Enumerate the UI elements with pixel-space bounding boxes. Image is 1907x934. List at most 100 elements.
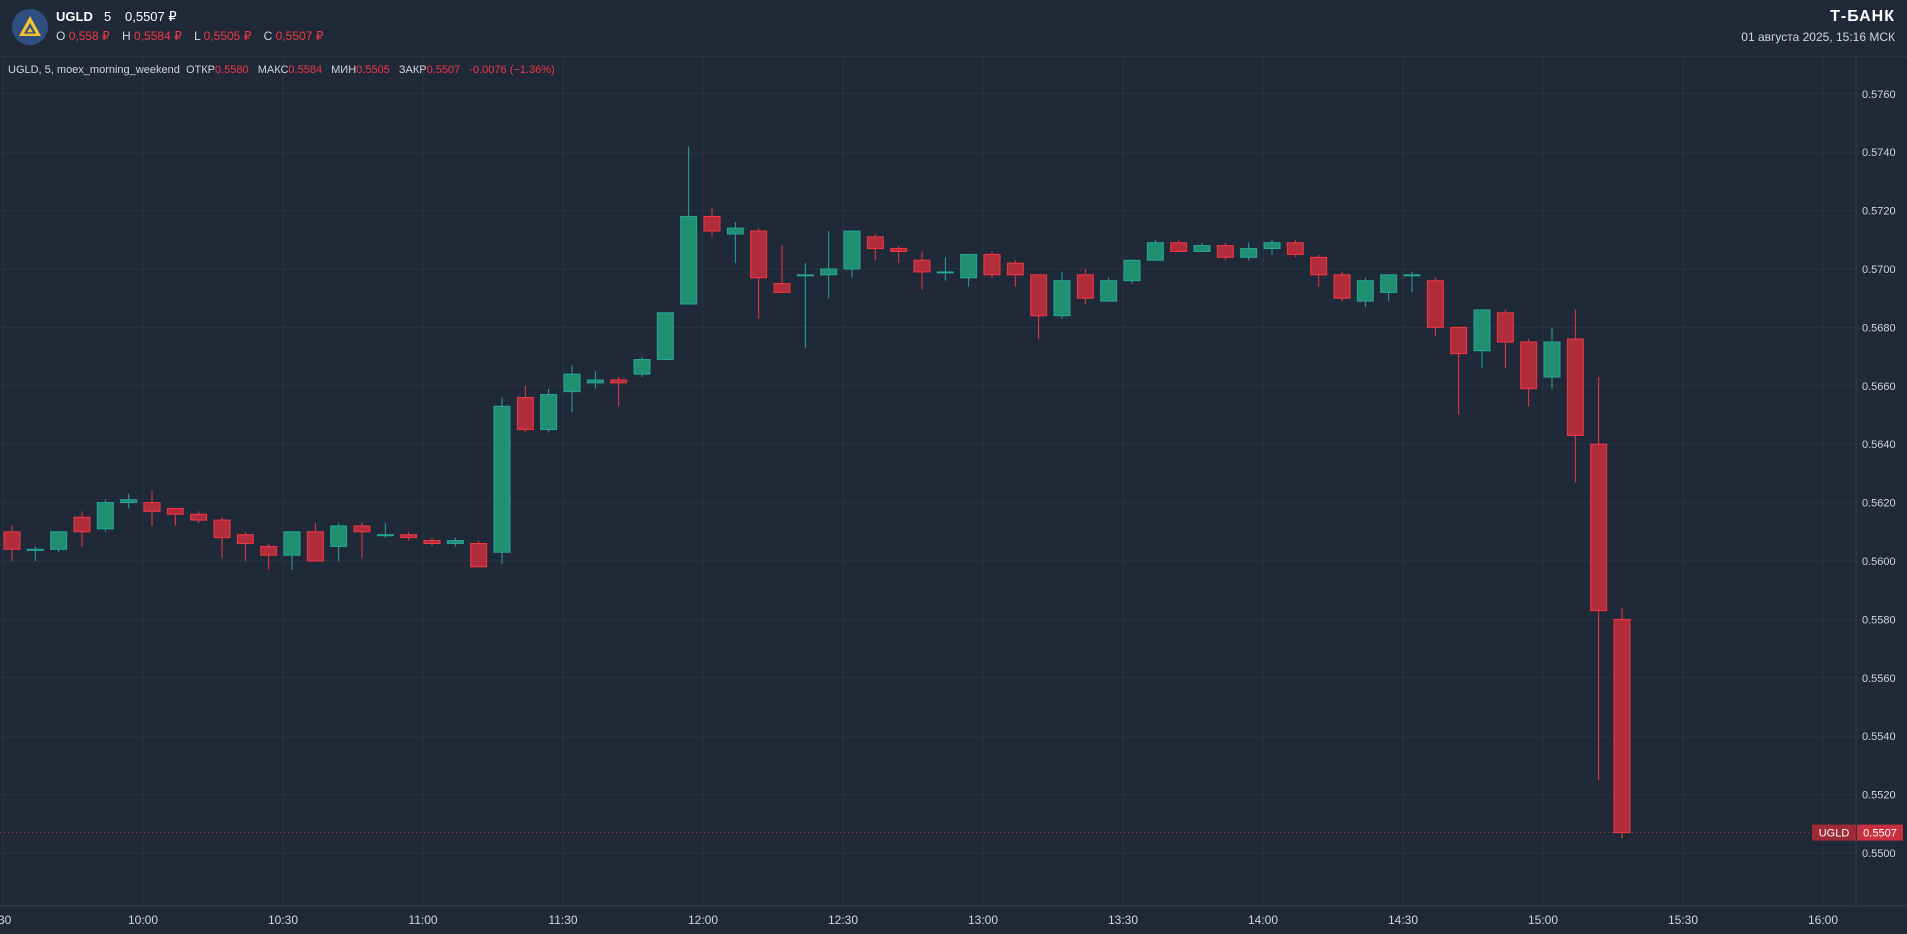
candle-body (516, 396, 534, 431)
y-tick-label: 0.5600 (1862, 556, 1896, 568)
candle-body (1450, 326, 1468, 355)
x-tick-label: 12:00 (688, 913, 718, 927)
legend-close-value: 0.5507 (426, 64, 461, 76)
x-tick-label: 13:00 (968, 913, 998, 927)
legend-open-value: 0.5580 (214, 64, 249, 76)
candle-body (50, 531, 68, 550)
candle-body (423, 540, 441, 544)
candle-body (213, 519, 231, 539)
y-tick-label: 0.5520 (1862, 790, 1896, 802)
candle-body (400, 534, 418, 539)
last-price-ticker: UGLD (1819, 828, 1850, 840)
candle-body (1310, 256, 1328, 276)
candle-body (656, 312, 674, 361)
y-tick-label: 0.5640 (1862, 439, 1896, 451)
legend-close-label: ЗАКР (398, 64, 427, 76)
candle-body (283, 531, 301, 556)
last-price-value: 0.5507 (1863, 828, 1897, 840)
candle-body (493, 405, 511, 553)
brand-logo: Т-БАНК (1830, 8, 1895, 25)
current-price: 0,5507 ₽ (125, 9, 177, 24)
candle-body (960, 253, 978, 279)
candle-body (1076, 274, 1094, 299)
y-tick-label: 0.5500 (1862, 848, 1896, 860)
candle-body (983, 253, 1001, 276)
x-tick-label: 11:30 (548, 913, 577, 927)
candle-body (1263, 242, 1281, 250)
candle-body (1053, 280, 1071, 317)
candle-body (306, 531, 324, 562)
candle-body (820, 268, 838, 276)
candle-body (143, 502, 161, 512)
candle-body (1006, 262, 1024, 276)
x-tick-label: :30 (0, 913, 12, 927)
y-tick-label: 0.5760 (1862, 89, 1896, 101)
ticker-symbol[interactable]: UGLD (56, 9, 93, 24)
candle-body (610, 379, 628, 384)
candle-body (890, 248, 908, 252)
candle-body (680, 215, 698, 305)
candle-body (120, 499, 138, 504)
candle-body (1473, 309, 1491, 352)
logo-triangle-icon (12, 9, 48, 45)
x-tick-label: 10:00 (128, 913, 158, 927)
legend-high-value: 0.5584 (288, 64, 323, 76)
high-key: H (122, 29, 131, 43)
legend-open-label: ОТКР (185, 64, 215, 76)
candle-body (633, 359, 651, 375)
x-tick-label: 14:30 (1388, 913, 1418, 927)
candle-body (1356, 280, 1374, 302)
y-tick-label: 0.5620 (1862, 498, 1896, 510)
last-price-value-tag (1857, 824, 1903, 841)
candle-body (703, 215, 721, 232)
y-tick-label: 0.5580 (1862, 614, 1896, 626)
candle-body (1146, 242, 1164, 261)
open-value: 0,558 ₽ (68, 29, 110, 43)
candle-body (1520, 341, 1538, 390)
y-tick-label: 0.5700 (1862, 264, 1896, 276)
candle-body (1426, 280, 1444, 328)
low-key: L (194, 29, 201, 43)
candle-body (236, 534, 254, 544)
candle-body (750, 230, 768, 279)
interval-label[interactable]: 5 (104, 9, 112, 24)
series-legend: UGLD, 5, moex_morning_weekend ОТКР0.5580… (8, 64, 561, 76)
candle-body (73, 516, 91, 533)
y-tick-label: 0.5560 (1862, 673, 1896, 685)
close-value: 0,5507 ₽ (275, 29, 324, 43)
candle-body (1100, 280, 1118, 302)
x-tick-label: 12:30 (828, 913, 858, 927)
candle-body (866, 236, 884, 250)
legend-high-label: МАКС (257, 64, 289, 76)
open-key: O (56, 29, 66, 43)
x-tick-label: 10:30 (268, 913, 298, 927)
candle-body (1496, 312, 1514, 343)
candle-body (1543, 341, 1561, 378)
candle-body (3, 531, 21, 550)
candle-body (470, 542, 488, 568)
candle-body (1286, 242, 1304, 255)
candle-body (190, 513, 208, 521)
y-tick-label: 0.5720 (1862, 206, 1896, 218)
x-tick-label: 14:00 (1248, 913, 1278, 927)
candle-body (96, 502, 114, 530)
candle-body (26, 548, 44, 551)
candle-body (843, 230, 861, 270)
candle-body (376, 534, 394, 537)
candle-body (1590, 443, 1608, 612)
candle-body (1566, 338, 1584, 436)
candle-body (936, 271, 954, 274)
candle-body (726, 227, 744, 235)
candle-body (1216, 245, 1234, 258)
candle-body (446, 540, 464, 544)
x-tick-label: 15:30 (1668, 913, 1698, 927)
candle-body (1240, 248, 1258, 258)
x-tick-label: 16:00 (1808, 913, 1838, 927)
legend-low-label: МИН (331, 64, 357, 76)
legend-low-value: 0.5505 (356, 64, 390, 76)
x-tick-label: 15:00 (1528, 913, 1558, 927)
high-value: 0,5584 ₽ (134, 29, 182, 43)
candle-body (330, 525, 348, 547)
ohlc-summary: O 0,558 ₽ H 0,5584 ₽ L 0,5505 ₽ C 0,5507… (56, 29, 332, 43)
